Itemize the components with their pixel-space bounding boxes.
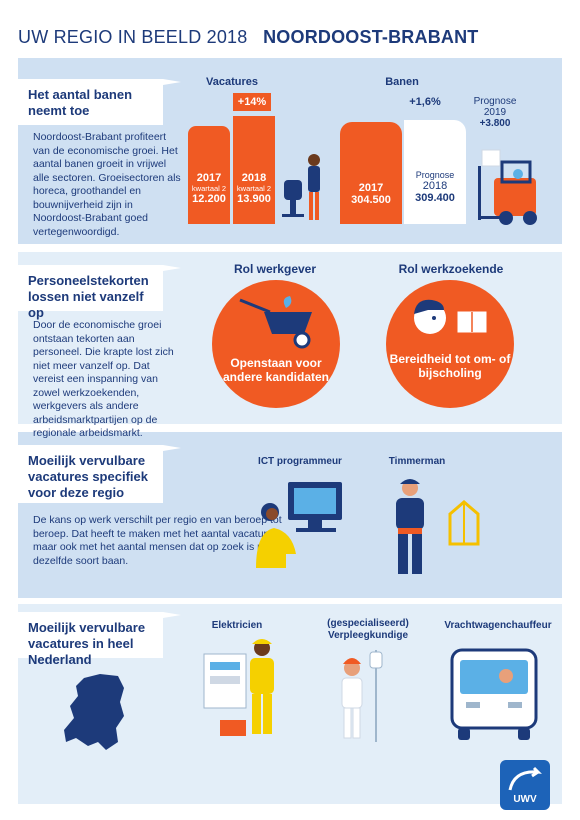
werkgever-text: Openstaan voor andere kandidaten [222,356,330,384]
nurse-illustration [341,650,383,742]
werkgever-circle: Openstaan voor andere kandidaten [212,280,340,408]
vac-2017-sub: kwartaal 2 [191,184,227,193]
werkgever-title: Rol werkgever [233,262,317,276]
title-region: NOORDOOST-BRABANT [263,27,479,47]
forklift-illustration [478,149,537,225]
banen-change: +1,6% [409,96,441,108]
office-worker-illustration [282,154,320,220]
carpenter-illustration [396,479,480,574]
job-ict: ICT programmeur [258,456,342,467]
section2-body: Door de economische groei ontstaan tekor… [33,319,174,439]
verpleegkundige-line2: Verpleegkundige [327,630,409,641]
vac-2017-bar: 2017 kwartaal 2 12.200 [188,126,230,224]
vacatures-label: Vacatures [206,76,258,88]
student-reading-icon [414,299,487,334]
werkzoekende-title: Rol werkzoekende [398,262,504,276]
wheelbarrow-icon [239,296,312,349]
vacatures-change-badge: +14% [233,93,271,111]
job-elektricien: Elektricien [211,620,263,631]
prognose-2019-label: Prognose [473,96,517,107]
netherlands-map-icon [64,674,124,750]
banen-2017-value: 304.500 [351,194,391,206]
banen-2018-year: 2018 [422,180,448,192]
uwv-logo-text: UWV [513,794,537,805]
prognose-2019-value: +3.800 [479,118,511,129]
job-timmerman: Timmerman [388,456,446,467]
banen-2018-label: Prognose [415,170,455,180]
section4-banner: Moeilijk vervulbare vacatures in heel Ne… [18,612,181,667]
werkzoekende-circle: Bereidheid tot om- of bijscholing [386,280,514,408]
banen-2017-year: 2017 [358,182,384,194]
electrician-illustration [203,639,274,736]
section3-banner: Moeilijk vervulbare vacatures specifiek … [18,445,181,503]
vac-2018-sub: kwartaal 2 [236,184,272,193]
banen-2018-value: 309.400 [415,192,455,204]
werkzoekende-text: Bereidheid tot om- of bijscholing [389,352,511,380]
page-title: UW REGIO IN BEELD 2018 NOORDOOST-BRABANT [18,27,479,48]
uwv-logo: UWV [500,760,550,810]
job-vrachtwagenchauffeur: Vrachtwagenchauffeur [444,620,552,631]
banen-2017-bar: 2017 304.500 [340,122,402,224]
section3-body: De kans op werk verschilt per regio en v… [33,514,282,567]
truck-illustration [450,648,538,740]
vac-2018-bar: 2018 kwartaal 2 13.900 [233,116,275,224]
prognose-2019: Prognose 2019 +3.800 [470,96,520,129]
vac-2017-value: 12.200 [192,193,226,205]
vac-2018-value: 13.900 [237,193,271,205]
verpleegkundige-line1: (gespecialiseerd) [327,618,409,629]
section1-body: Noordoost-Brabant profiteert van de econ… [33,131,181,238]
banen-2018-bar: Prognose 2018 309.400 [404,120,466,224]
banen-label: Banen [385,76,419,88]
section1-banner: Het aantal banen neemt toe [18,79,181,125]
title-prefix: UW REGIO IN BEELD 2018 [18,27,248,47]
ict-programmer-illustration [256,482,342,568]
section2-banner: Personeelstekorten lossen niet vanzelf o… [18,265,181,320]
vac-2018-year: 2018 [241,172,267,184]
job-verpleegkundige: (gespecialiseerd) Verpleegkundige [318,618,418,642]
uwv-logo-swoosh-icon [508,766,542,791]
prognose-2019-year: 2019 [483,107,507,118]
vac-2017-year: 2017 [196,172,222,184]
